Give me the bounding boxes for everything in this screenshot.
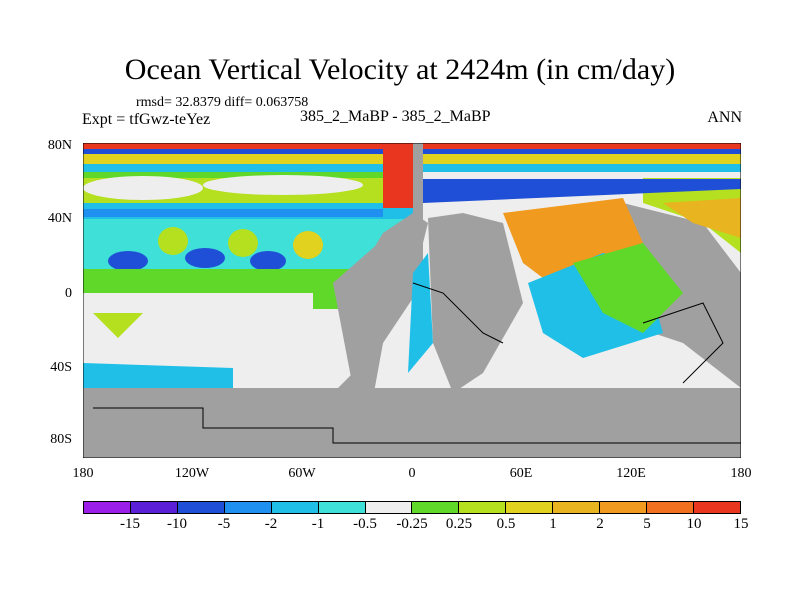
- colorbar-swatch: [647, 502, 694, 513]
- colorbar-swatch: [412, 502, 460, 513]
- colorbar-swatch: [318, 502, 366, 513]
- colorbar-swatch: [506, 502, 554, 513]
- colorbar-tick-label: -0.25: [396, 516, 428, 532]
- atlantic-red: [383, 143, 413, 208]
- eddy-yellow-3: [293, 231, 323, 259]
- colorbar-swatch: [365, 502, 413, 513]
- colorbar-tick-label: 0.25: [445, 516, 473, 532]
- antarctica: [83, 388, 741, 458]
- colorbar-swatch: [224, 502, 272, 513]
- npac-blue-band: [83, 209, 383, 217]
- indian-green: [573, 243, 683, 333]
- lon-label-0: 0: [408, 466, 416, 481]
- eddy-yellow-2: [228, 229, 258, 257]
- contour-line-3: [642, 302, 724, 384]
- colorbar-tick-label: -5: [217, 516, 231, 532]
- eddy-yellow-1: [158, 227, 188, 255]
- contour-line: [93, 407, 741, 444]
- velocity-map: [83, 143, 741, 458]
- colorbar-tick-label: -2: [264, 516, 278, 532]
- lon-label-60w: 60W: [288, 466, 316, 481]
- colorbar-swatch: [553, 502, 601, 513]
- colorbar-swatch: [130, 502, 178, 513]
- colorbar-tick-label: -1: [311, 516, 325, 532]
- colorbar-swatch: [84, 502, 131, 513]
- lat-label-40s: 40S: [50, 360, 72, 375]
- colorbar-swatch: [177, 502, 225, 513]
- colorbar-tick-label: -10: [167, 516, 187, 532]
- colorbar-tick-label: 0.5: [496, 516, 516, 532]
- colorbar-swatch: [271, 502, 319, 513]
- colorbar-tick-label: 15: [733, 516, 749, 532]
- africa-land: [428, 213, 523, 393]
- subtitle: 385_2_MaBP - 385_2_MaBP: [300, 108, 491, 125]
- indian-orange: [503, 198, 643, 293]
- contour-line-2: [412, 282, 504, 344]
- lat-label-0: 0: [65, 286, 72, 301]
- lat-label-80s: 80S: [50, 432, 72, 447]
- npac-white-2: [203, 175, 363, 195]
- lon-label-180w: 180: [72, 466, 94, 481]
- colorbar: [83, 501, 741, 514]
- greenwich-red: [389, 143, 397, 208]
- colorbar-tick-label: -0.5: [353, 516, 377, 532]
- eddy-1: [108, 251, 148, 271]
- lat-label-40n: 40N: [47, 211, 72, 226]
- plot-title: Ocean Vertical Velocity at 2424m (in cm/…: [124, 53, 676, 86]
- spac-cyan: [83, 363, 233, 388]
- eddy-3: [250, 251, 286, 271]
- arctic-band-green: [83, 172, 383, 178]
- lat-label-80n: 80N: [47, 138, 72, 153]
- colorbar-swatch: [693, 502, 740, 513]
- colorbar-tick-label: 1: [549, 516, 557, 532]
- spac-pattern: [93, 313, 143, 338]
- colorbar-tick-label: 10: [686, 516, 702, 532]
- lon-label-120w: 120W: [174, 466, 210, 481]
- lon-label-120e: 120E: [616, 466, 646, 481]
- lon-label-180e: 180: [730, 466, 752, 481]
- colorbar-tick-label: 5: [643, 516, 651, 532]
- experiment-label: Expt = tfGwz-teYez: [82, 111, 211, 128]
- colorbar-tick-label: -15: [120, 516, 140, 532]
- colorbar-swatch: [459, 502, 507, 513]
- eddy-2: [185, 248, 225, 268]
- colorbar-tick-label: 2: [596, 516, 604, 532]
- stats-text: rmsd= 32.8379 diff= 0.063758: [136, 95, 309, 110]
- colorbar-swatch: [600, 502, 648, 513]
- north-atlantic-blue: [423, 179, 741, 203]
- npac-white: [83, 176, 203, 200]
- npac-east-yellow: [663, 198, 741, 238]
- season-label: ANN: [707, 109, 742, 126]
- south-america: [333, 213, 428, 388]
- lon-label-60e: 60E: [509, 466, 533, 481]
